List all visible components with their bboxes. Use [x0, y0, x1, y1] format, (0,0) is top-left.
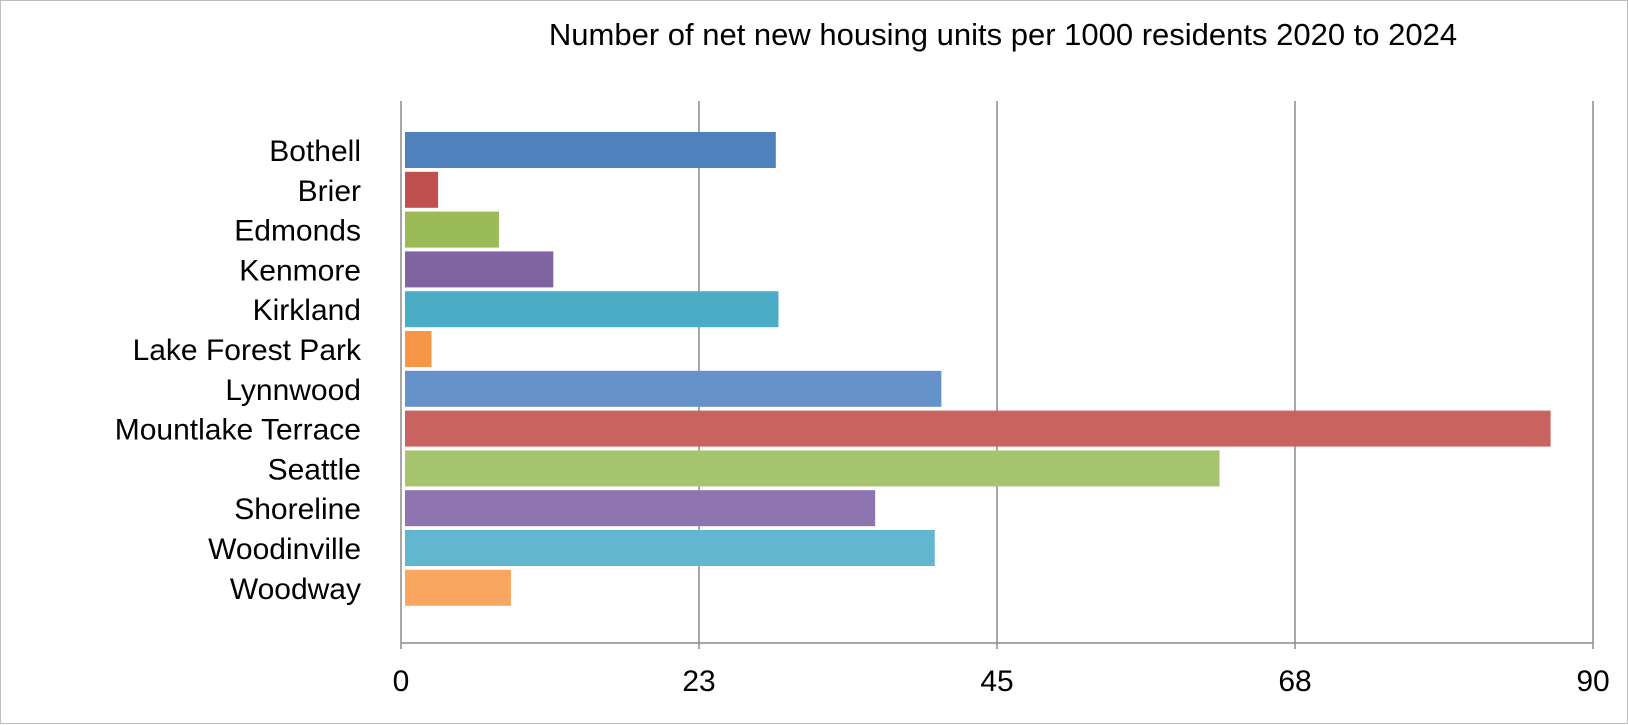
axes [400, 101, 1594, 649]
bar [405, 211, 500, 248]
bar [405, 569, 511, 606]
tick-labels: 0 23 45 68 90 [393, 665, 1610, 698]
bar [405, 530, 935, 566]
bar [405, 291, 779, 328]
category-label: Lake Forest Park [133, 334, 362, 367]
category-label: Brier [298, 175, 361, 208]
category-label: Seattle [268, 453, 361, 486]
bar [405, 490, 876, 527]
bars [405, 132, 1551, 606]
category-label: Kenmore [239, 254, 361, 287]
bar [405, 410, 1551, 447]
bar [405, 251, 554, 288]
bar [405, 171, 439, 208]
category-labels: Bothell Brier Edmonds Kenmore Kirkland Lake F… [115, 135, 362, 606]
bar [405, 450, 1220, 487]
x-tick-label: 0 [393, 665, 410, 698]
category-label: Woodinville [208, 533, 361, 566]
category-label: Bothell [269, 135, 361, 168]
bar [405, 132, 776, 168]
category-label: Kirkland [253, 294, 361, 327]
category-label: Edmonds [234, 215, 361, 248]
category-label: Mountlake Terrace [115, 414, 361, 447]
category-label: Woodway [230, 573, 361, 606]
x-tick-label: 90 [1576, 665, 1609, 698]
x-tick-label: 45 [980, 665, 1013, 698]
bar [405, 370, 942, 407]
bar [405, 331, 432, 367]
category-label: Shoreline [234, 493, 361, 526]
chart-title: Number of net new housing units per 1000… [549, 17, 1457, 52]
category-label: Lynnwood [225, 374, 361, 407]
x-tick-label: 23 [682, 665, 715, 698]
x-tick-label: 68 [1278, 665, 1311, 698]
